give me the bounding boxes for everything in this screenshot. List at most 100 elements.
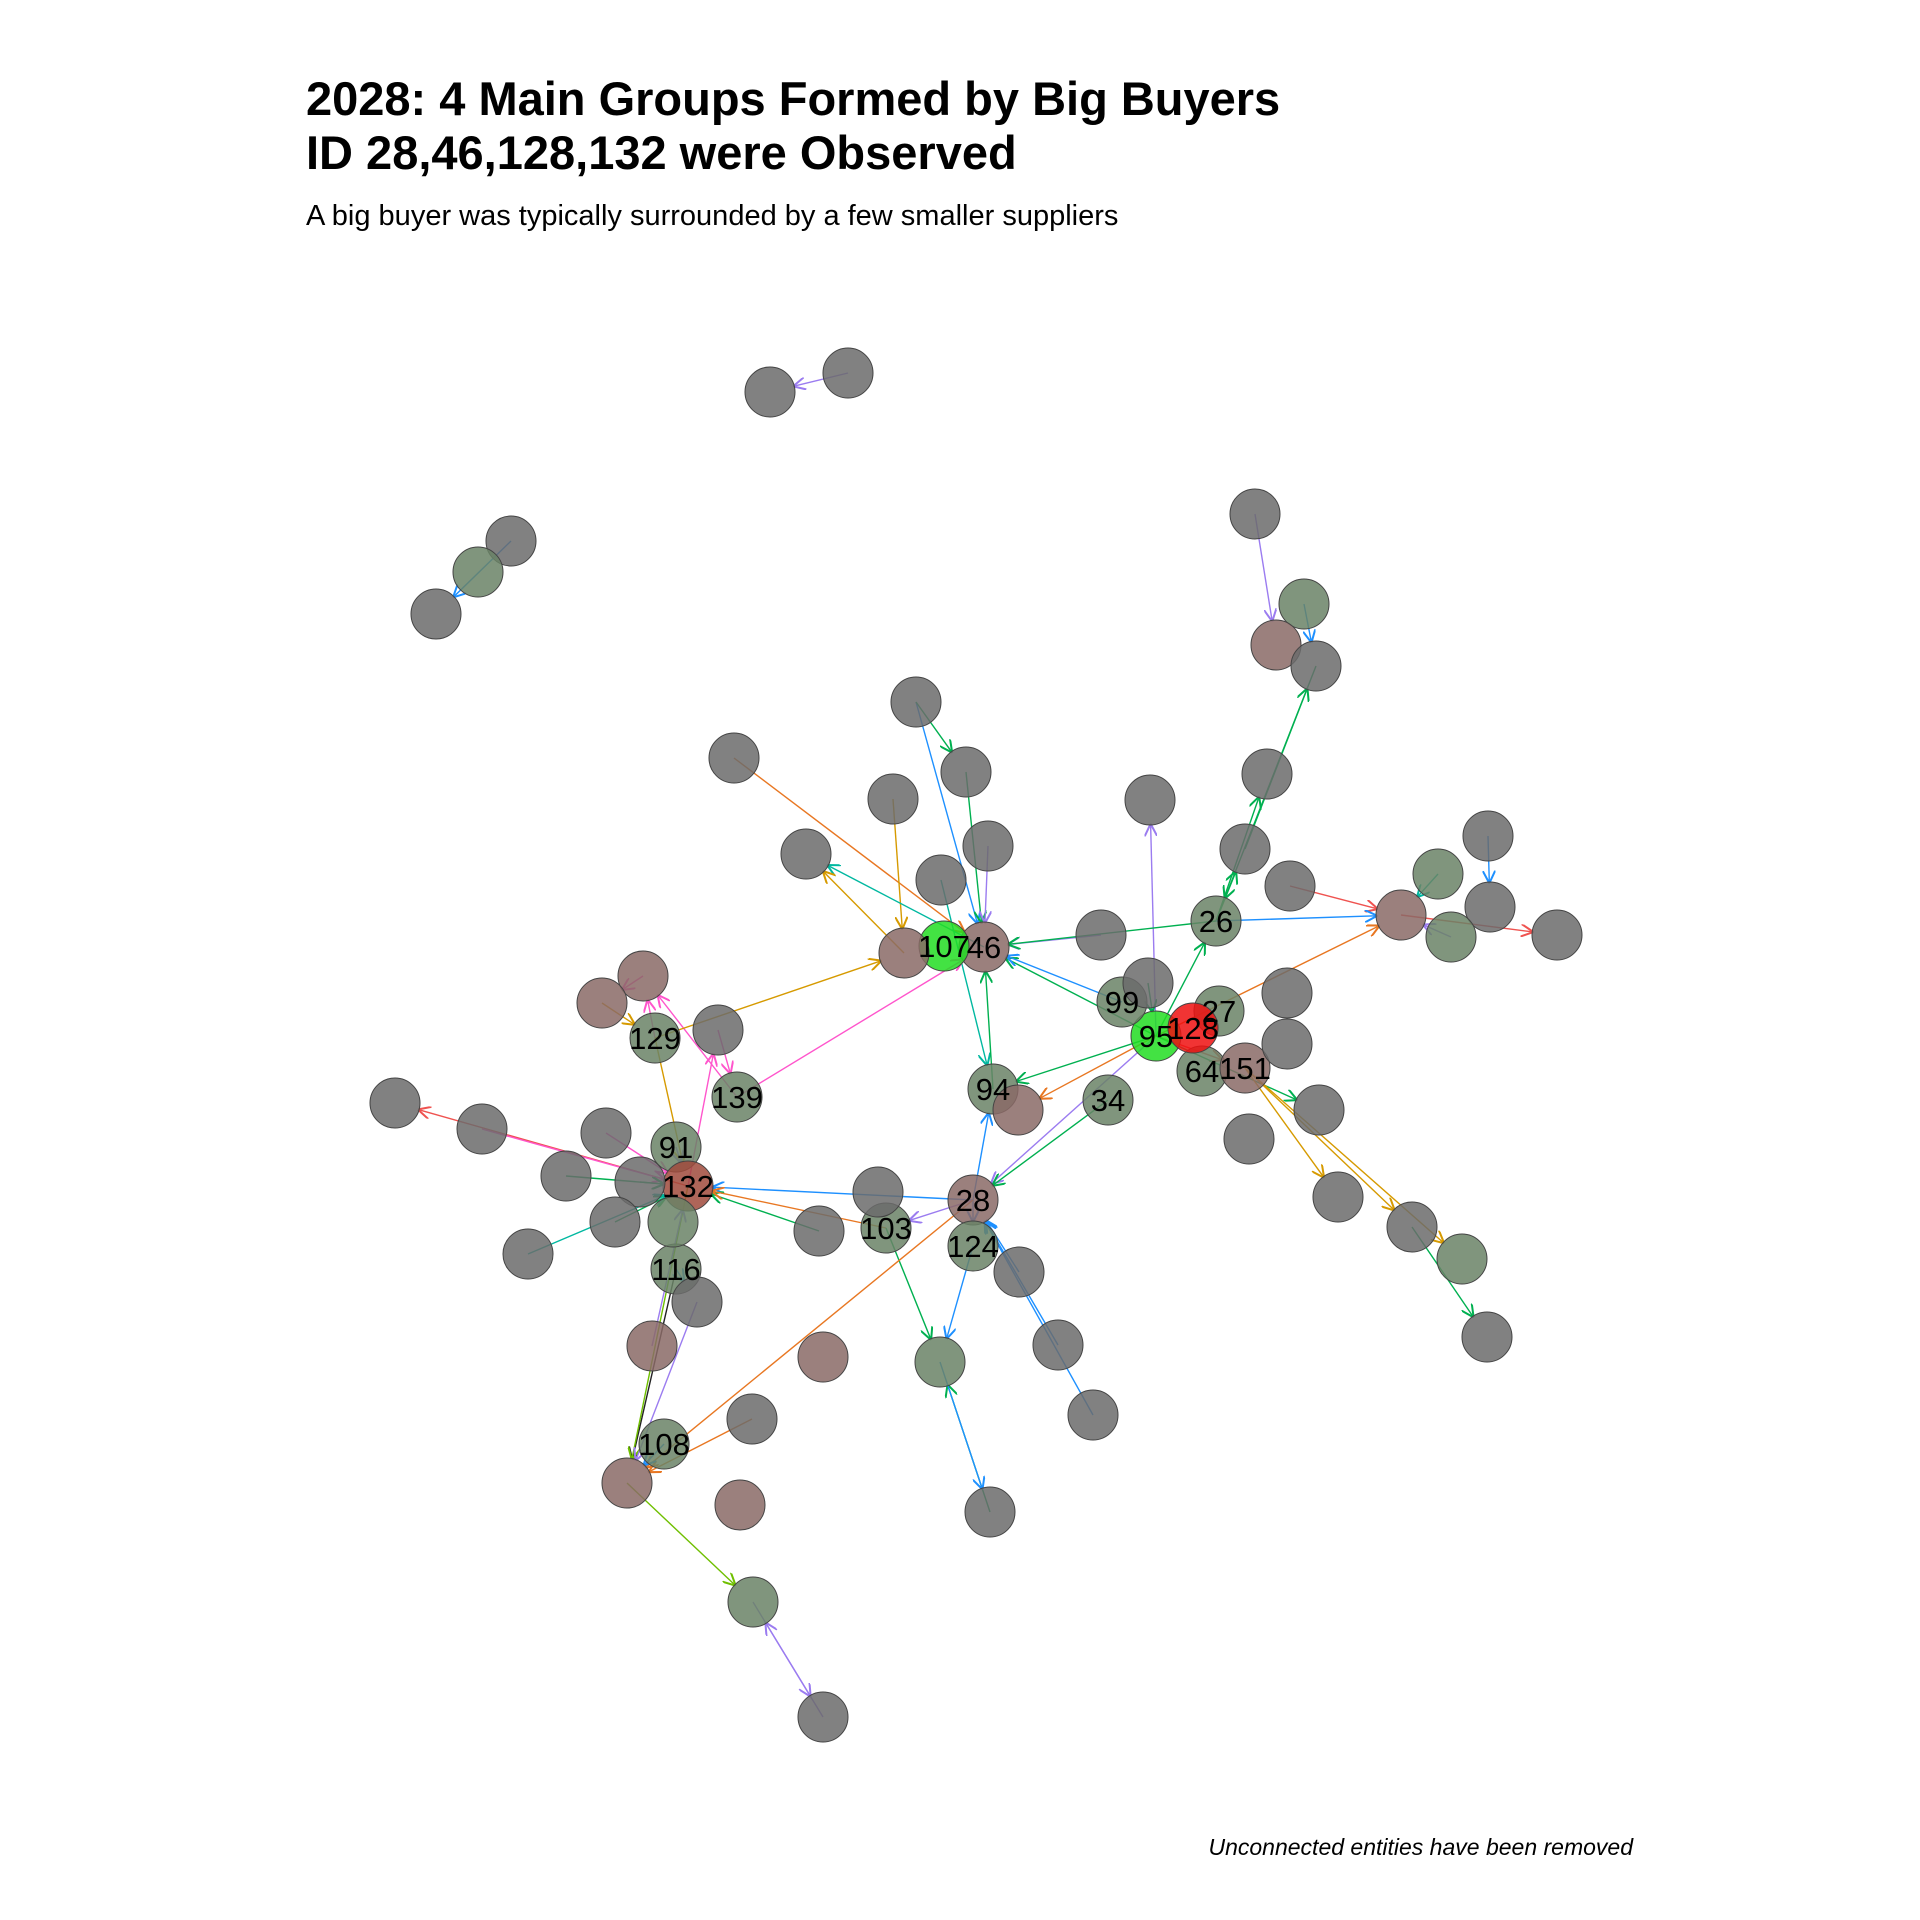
network-node [410,588,462,640]
node-label-95: 95 [1139,1019,1173,1054]
network-node [1425,911,1477,963]
network-node [1219,823,1271,875]
network-node [1122,957,1174,1009]
node-label-99: 99 [1105,985,1139,1020]
network-edge [654,961,880,1039]
network-edge [1244,1067,1394,1210]
network-node [1312,1171,1364,1223]
network-node [822,347,874,399]
network-node [369,1077,421,1129]
network-node [452,546,504,598]
network-node [890,676,942,728]
network-node [797,1331,849,1383]
node-label-108: 108 [638,1427,690,1462]
network-node-151 [1219,1042,1271,1094]
network-node-34 [1082,1074,1134,1126]
network-node [940,746,992,798]
network-edge [713,1187,974,1201]
network-edge [915,701,977,923]
network-node [1261,1018,1313,1070]
network-node [914,1336,966,1388]
network-node [1229,488,1281,540]
network-node [915,854,967,906]
node-label-64: 64 [1185,1054,1219,1089]
network-node [1461,1311,1513,1363]
network-edge [733,757,964,932]
network-node [485,515,537,567]
network-node [502,1228,554,1280]
network-node-26 [1190,895,1242,947]
network-edge [940,879,987,1065]
network-node [727,1576,779,1628]
network-node-139 [711,1071,763,1123]
node-label-27: 27 [1202,994,1236,1029]
network-node [1067,1389,1119,1441]
network-node [1436,1233,1488,1285]
network-node [1124,774,1176,826]
network-node-128 [1167,1002,1219,1054]
network-node-129 [629,1012,681,1064]
network-node [1464,881,1516,933]
network-node [1261,967,1313,1019]
network-node [1386,1201,1438,1253]
network-node [1278,578,1330,630]
network-node [626,1320,678,1372]
network-node [793,1205,845,1257]
chart-title: 2028: 4 Main Groups Formed by Big Buyers… [306,72,1281,179]
node-label-128: 128 [1167,1011,1219,1046]
node-label-103: 103 [860,1211,912,1246]
node-label-124: 124 [947,1229,999,1264]
network-node [744,366,796,418]
node-label-28: 28 [956,1183,990,1218]
node-label-94: 94 [976,1072,1010,1107]
chart-subtitle: A big buyer was typically surrounded by … [306,200,1119,232]
network-node [1290,640,1342,692]
chart-caption: Unconnected entities have been removed [1208,1834,1633,1860]
network-node [647,1196,699,1248]
network-node [797,1691,849,1743]
network-node [1032,1319,1084,1371]
network-node [964,1486,1016,1538]
network-node [1075,909,1127,961]
network-node [614,1156,666,1208]
network-node [1375,889,1427,941]
network-node [962,820,1014,872]
network-node-108 [638,1418,690,1470]
node-label-139: 139 [711,1080,763,1115]
network-node [601,1457,653,1509]
node-label-151: 151 [1219,1051,1271,1086]
network-node [714,1479,766,1531]
network-edge [736,960,963,1098]
network-node [540,1150,592,1202]
network-node [1293,1084,1345,1136]
network-node [992,1084,1044,1136]
network-node [1223,1113,1275,1165]
network-node [867,773,919,825]
network-node [780,828,832,880]
network-node [1462,810,1514,862]
network-edge [646,1199,974,1467]
node-label-116: 116 [651,1252,700,1287]
node-label-46: 46 [967,930,1001,965]
network-node [1264,860,1316,912]
network-node [456,1103,508,1155]
network-node [671,1276,723,1328]
network-node [852,1166,904,1218]
node-label-91: 91 [659,1130,693,1165]
network-edge [992,1035,1157,1183]
network-node [589,1196,641,1248]
node-label-132: 132 [662,1169,714,1204]
node-label-34: 34 [1091,1083,1125,1118]
network-node [576,977,628,1029]
network-node [580,1107,632,1159]
network-edge [985,1222,1094,1416]
network-node [1241,748,1293,800]
node-label-129: 129 [629,1021,681,1056]
network-node [726,1393,778,1445]
network-edge [712,1191,887,1229]
network-node [1531,909,1583,961]
network-node [993,1246,1045,1298]
network-node-124 [947,1220,999,1272]
network-node [878,927,930,979]
